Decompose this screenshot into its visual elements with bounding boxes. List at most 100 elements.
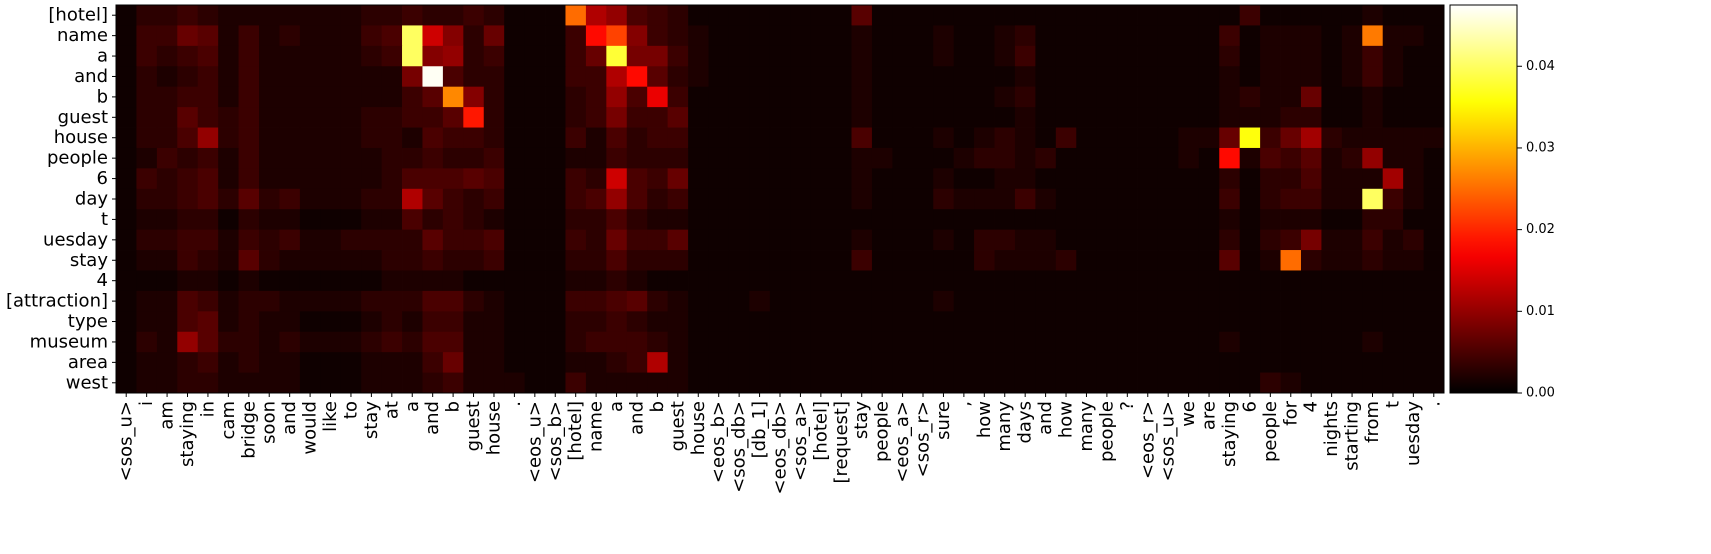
heatmap-cell [381, 168, 403, 190]
heatmap-cell [116, 372, 137, 394]
heatmap-cell [340, 229, 362, 251]
heatmap-cell [933, 5, 955, 26]
heatmap-cell [197, 311, 219, 333]
heatmap-cell [116, 188, 137, 210]
heatmap-cell [851, 372, 873, 394]
heatmap-cell [442, 107, 464, 128]
heatmap-cell [1341, 5, 1363, 26]
heatmap-cell [156, 331, 178, 353]
heatmap-cell [851, 311, 873, 333]
heatmap-cell [565, 147, 587, 169]
heatmap-cell [504, 86, 526, 108]
heatmap-cell [483, 250, 505, 271]
heatmap-cell [320, 352, 342, 373]
heatmap-cell [708, 209, 730, 231]
heatmap-cell [1403, 147, 1424, 169]
heatmap-cell [1117, 45, 1138, 67]
heatmap-cell [463, 107, 485, 128]
heatmap-cell [381, 45, 403, 67]
heatmap-cell [218, 86, 239, 108]
heatmap-cell [504, 209, 526, 231]
heatmap-cell [1260, 290, 1281, 312]
heatmap-cell [1300, 5, 1322, 26]
heatmap-cell [504, 270, 526, 292]
heatmap-cell [1382, 372, 1404, 394]
heatmap-cell [381, 66, 403, 88]
heatmap-cell [524, 270, 546, 292]
heatmap-cell [1280, 127, 1302, 149]
heatmap-cell [974, 250, 995, 271]
heatmap-cell [1198, 352, 1220, 373]
heatmap-cell [994, 331, 1016, 353]
heatmap-cell [1178, 5, 1200, 26]
heatmap-cell [177, 107, 199, 128]
heatmap-cell [361, 25, 382, 47]
heatmap-cell [1219, 86, 1241, 108]
heatmap-cell [238, 66, 260, 88]
heatmap-cell [667, 372, 689, 394]
heatmap-cell [259, 331, 280, 353]
heatmap-cell [565, 5, 587, 26]
heatmap-cell [708, 127, 730, 149]
heatmap-cell [1178, 86, 1200, 108]
heatmap-cell [851, 127, 873, 149]
heatmap-cell [974, 25, 995, 47]
heatmap-cell [1321, 250, 1343, 271]
heatmap-cell [177, 290, 199, 312]
heatmap-cell [545, 5, 566, 26]
heatmap-cell [116, 311, 137, 333]
heatmap-cell [422, 127, 444, 149]
heatmap-cell [463, 188, 485, 210]
heatmap-cell [1321, 209, 1343, 231]
heatmap-cell [626, 270, 648, 292]
heatmap-cell [1423, 25, 1445, 47]
heatmap-cell [524, 5, 546, 26]
heatmap-cell [299, 352, 321, 373]
heatmap-cell [1055, 311, 1077, 333]
heatmap-cell [320, 270, 342, 292]
heatmap-cell [1055, 25, 1077, 47]
heatmap-cell [769, 290, 791, 312]
heatmap-cell [483, 290, 505, 312]
heatmap-cell [667, 250, 689, 271]
heatmap-cell [585, 188, 607, 210]
heatmap-cell [1260, 127, 1281, 149]
x-tick-label: like [320, 401, 341, 432]
heatmap-cell [545, 352, 566, 373]
heatmap-cell [810, 66, 832, 88]
heatmap-cell [259, 127, 280, 149]
heatmap-cell [1219, 209, 1241, 231]
heatmap-cell [1300, 372, 1322, 394]
heatmap-cell [953, 66, 975, 88]
heatmap-cell [136, 372, 158, 394]
heatmap-cell [238, 107, 260, 128]
heatmap-cell [422, 86, 444, 108]
heatmap-cell [810, 147, 832, 169]
heatmap-cell [831, 127, 852, 149]
heatmap-cell [197, 168, 219, 190]
heatmap-cell [259, 168, 280, 190]
heatmap-cell [1076, 168, 1098, 190]
x-tick-label: [hotel] [810, 401, 831, 461]
heatmap-cell [831, 270, 852, 292]
heatmap-cell [1014, 372, 1036, 394]
heatmap-cell [1076, 107, 1098, 128]
heatmap-cell [238, 5, 260, 26]
heatmap-cell [912, 250, 934, 271]
heatmap-cell [1382, 127, 1404, 149]
heatmap-cell [871, 209, 893, 231]
heatmap-cell [1403, 372, 1424, 394]
heatmap-cell [933, 168, 955, 190]
heatmap-cell [1300, 127, 1322, 149]
heatmap-cell [1137, 188, 1159, 210]
heatmap-cell [1157, 147, 1179, 169]
heatmap-cell [892, 5, 914, 26]
heatmap-cell [1403, 45, 1424, 67]
heatmap-cell [647, 188, 669, 210]
heatmap-cell [933, 25, 955, 47]
heatmap-cell [1382, 311, 1404, 333]
heatmap-cell [912, 127, 934, 149]
heatmap-cell [953, 25, 975, 47]
heatmap-cell [1137, 66, 1159, 88]
heatmap-cell [422, 25, 444, 47]
